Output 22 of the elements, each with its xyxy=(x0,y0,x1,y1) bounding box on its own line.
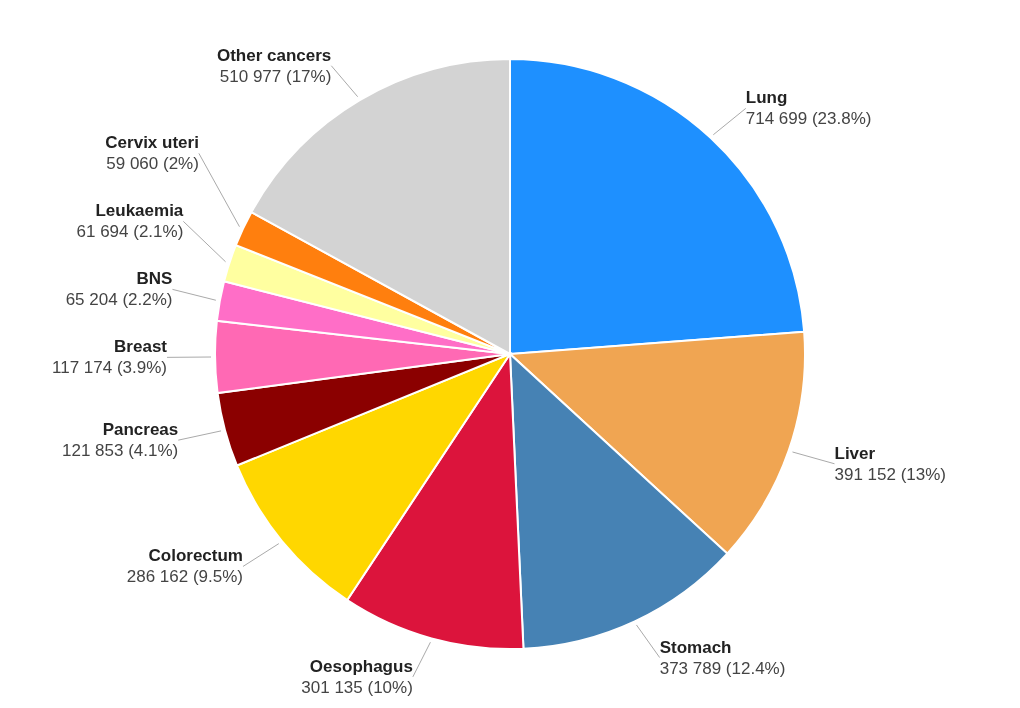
data-label: 121 853 (4.1%) xyxy=(62,441,179,461)
data-label: 65 204 (2.2%) xyxy=(65,290,173,310)
data-label: 301 135 (10%) xyxy=(301,677,413,697)
slice-label: Stomach xyxy=(659,637,732,657)
slice-label: Cervix uteri xyxy=(105,133,199,153)
data-label: 373 789 (12.4%) xyxy=(659,658,786,678)
data-label: 117 174 (3.9%) xyxy=(52,358,168,378)
slice-label: Oesophagus xyxy=(309,656,413,676)
data-label: 510 977 (17%) xyxy=(219,66,332,86)
data-label: 714 699 (23.8%) xyxy=(745,109,872,129)
slice-label: Other cancers xyxy=(216,45,332,65)
data-label: 286 162 (9.5%) xyxy=(126,567,243,587)
slice-label: Leukaemia xyxy=(95,201,184,221)
data-label: 391 152 (13%) xyxy=(834,464,947,484)
slice-label: Colorectum xyxy=(148,546,243,566)
slice-label: Liver xyxy=(834,443,876,463)
slice-label: Lung xyxy=(745,88,788,108)
data-label: 61 694 (2.1%) xyxy=(76,222,184,242)
slice-label: Breast xyxy=(114,337,168,357)
data-label: 59 060 (2%) xyxy=(106,154,199,174)
slice-label: Pancreas xyxy=(102,420,179,440)
slice-label: BNS xyxy=(136,269,173,289)
